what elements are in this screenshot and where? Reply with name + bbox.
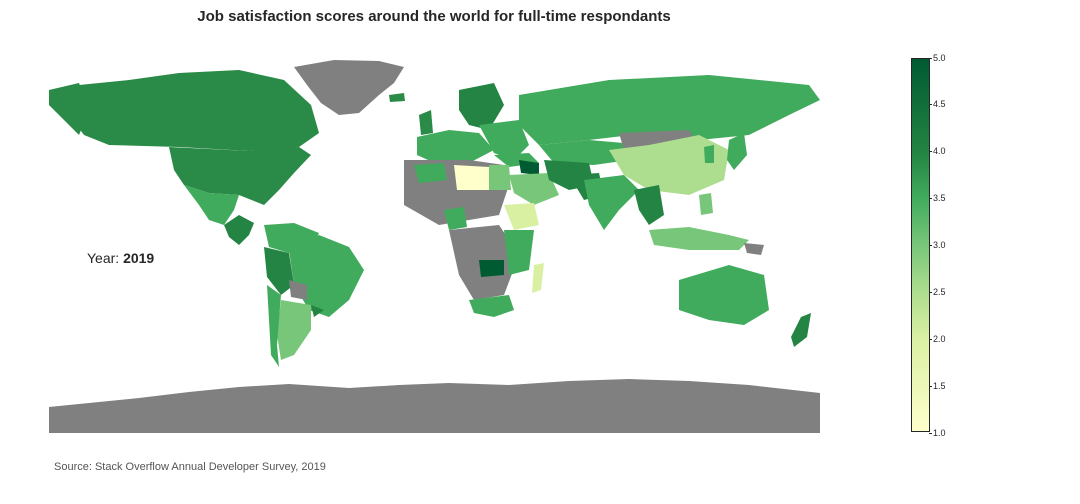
region-indonesia bbox=[649, 227, 749, 250]
colorbar bbox=[911, 58, 930, 432]
region-uruguay bbox=[311, 305, 324, 317]
region-libya bbox=[454, 165, 489, 190]
region-korea bbox=[704, 145, 714, 163]
region-zambia bbox=[479, 260, 504, 277]
region-alaska bbox=[49, 83, 89, 135]
region-western-europe bbox=[417, 130, 494, 165]
chart-title: Job satisfaction scores around the world… bbox=[197, 8, 671, 25]
region-scandinavia bbox=[459, 83, 504, 130]
world-choropleth-map bbox=[49, 60, 820, 433]
region-mexico bbox=[184, 185, 239, 225]
region-chile bbox=[267, 285, 281, 367]
region-kazakhstan bbox=[539, 140, 629, 165]
region-russia bbox=[519, 75, 820, 145]
region-uk bbox=[419, 110, 433, 135]
colorbar-tick: 4.5 bbox=[929, 99, 946, 109]
region-india bbox=[584, 175, 639, 230]
colorbar-tick: 5.0 bbox=[929, 53, 946, 63]
colorbar-tick: 2.5 bbox=[929, 287, 946, 297]
region-central-america bbox=[224, 215, 254, 245]
region-canada bbox=[69, 70, 319, 151]
region-new-zealand bbox=[791, 313, 811, 347]
year-label: Year: bbox=[87, 250, 120, 266]
source-caption: Source: Stack Overflow Annual Developer … bbox=[54, 461, 326, 473]
year-annotation: Year: 2019 bbox=[87, 250, 154, 266]
region-ethiopia bbox=[504, 203, 539, 230]
region-argentina bbox=[277, 300, 311, 360]
region-china bbox=[609, 135, 729, 195]
region-philippines bbox=[699, 193, 713, 215]
colorbar-tick: 2.0 bbox=[929, 334, 946, 344]
colorbar-tick: 1.5 bbox=[929, 381, 946, 391]
colorbar-tick: 3.0 bbox=[929, 240, 946, 250]
region-bolivia bbox=[289, 280, 307, 300]
region-antarctica bbox=[49, 379, 820, 433]
region-morocco-algeria bbox=[414, 163, 447, 183]
region-iraq bbox=[519, 160, 539, 175]
colorbar-tick: 4.0 bbox=[929, 146, 946, 156]
region-papua bbox=[744, 243, 764, 255]
region-madagascar bbox=[532, 263, 544, 293]
region-brazil bbox=[289, 235, 364, 317]
region-south-africa bbox=[469, 295, 514, 317]
region-peru bbox=[264, 247, 294, 295]
region-usa bbox=[169, 147, 311, 205]
region-myanmar-thailand bbox=[634, 185, 664, 225]
region-saudi-arabia bbox=[509, 173, 559, 205]
region-eastern-europe bbox=[479, 120, 529, 160]
colorbar-tick: 3.5 bbox=[929, 193, 946, 203]
region-australia bbox=[679, 265, 769, 325]
region-egypt bbox=[489, 165, 511, 190]
region-japan bbox=[727, 133, 747, 170]
region-iceland bbox=[389, 93, 405, 102]
region-kenya-tanzania bbox=[504, 230, 534, 275]
region-greenland bbox=[294, 60, 404, 115]
region-nigeria bbox=[444, 207, 467, 230]
year-value: 2019 bbox=[123, 250, 155, 266]
colorbar-tick: 1.0 bbox=[929, 428, 946, 438]
